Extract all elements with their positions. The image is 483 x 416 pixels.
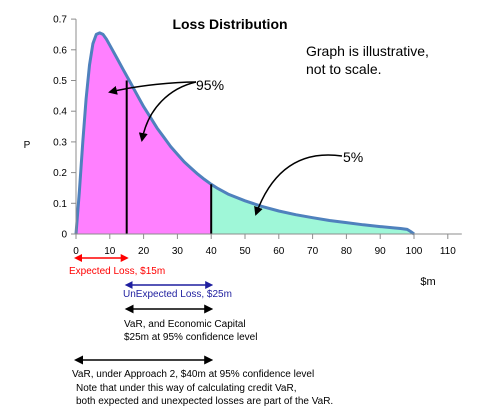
x-tick-label: 50: [239, 246, 251, 257]
region-1: [211, 184, 414, 234]
y-tick-label: 0.4: [53, 107, 67, 118]
label-5-percent: 5%: [343, 149, 363, 165]
distribution-curve: [74, 31, 415, 236]
axis-layer: 0 0.1 0.2 0.3 0.4 0.5 0.6 0.7 0 10 20 30 40 50 60 70 80 9…: [53, 15, 462, 257]
x-tick-label: 110: [440, 246, 456, 257]
label-95-percent: 95%: [196, 77, 224, 93]
x-tick-label: 40: [206, 246, 218, 257]
disclaimer-line-1: Graph is illustrative,: [306, 43, 429, 59]
x-tick-label: 60: [273, 246, 285, 257]
x-tick-label: 100: [406, 246, 423, 257]
x-tick-label: 30: [172, 246, 184, 257]
y-tick-label: 0.5: [53, 76, 67, 87]
x-tick-label: 0: [73, 246, 79, 257]
marker-layer: [125, 80, 213, 234]
y-tick-label: 0.7: [53, 15, 67, 26]
var-approach-2-label-3: both expected and unexpected losses are …: [76, 396, 333, 407]
arrow-5-to-tail: [254, 154, 343, 216]
y-tick-label: 0.3: [53, 137, 67, 148]
chart-title: Loss Distribution: [172, 16, 287, 32]
arrow-95-to-area: [138, 81, 197, 142]
var-economic-capital-label-2: $25m at 95% confidence level: [124, 332, 257, 343]
var-economic-capital-label-1: VaR, and Economic Capital: [124, 319, 246, 330]
y-tick-label: 0: [61, 230, 67, 241]
x-axis-label: $m: [420, 276, 435, 288]
x-tick-label: 70: [307, 246, 319, 257]
x-tick-label: 20: [138, 246, 150, 257]
arrow-95-to-curve: [108, 81, 197, 95]
unexpected-loss-label: UnExpected Loss, $25m: [123, 289, 232, 300]
x-tick-label: 90: [375, 246, 387, 257]
expected-loss-label: Expected Loss, $15m: [69, 266, 165, 277]
x-tick-label: 80: [341, 246, 353, 257]
disclaimer-line-2: not to scale.: [306, 61, 382, 77]
y-tick-label: 0.6: [53, 45, 67, 56]
var-approach-2-label-1: VaR, under Approach 2, $40m at 95% confi…: [72, 369, 314, 380]
var-approach-2-label-2: Note that under this way of calculating …: [76, 383, 296, 394]
y-tick-label: 0.1: [53, 199, 67, 210]
x-tick-label: 10: [104, 246, 116, 257]
y-tick-label: 0.2: [53, 168, 67, 179]
y-axis-label: P: [24, 140, 31, 151]
